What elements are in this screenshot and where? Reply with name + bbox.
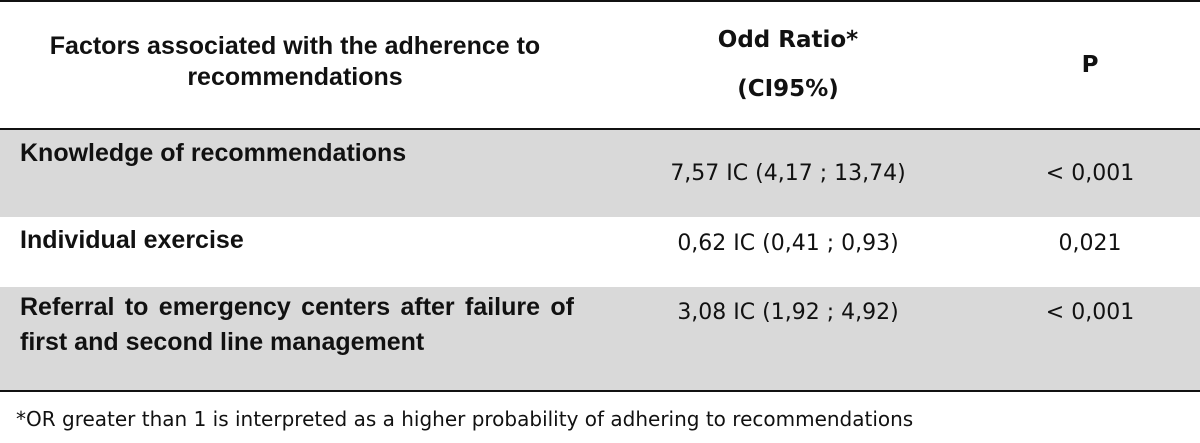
p-value-cell: 0,021: [1058, 231, 1122, 256]
odd-ratio-cell: 0,62 IC (0,41 ; 0,93): [677, 231, 899, 256]
header-row: Factors associated with the adherence to…: [0, 1, 1200, 129]
odd-ratio-cell: 3,08 IC (1,92 ; 4,92): [677, 300, 899, 325]
table-row: Individual exercise 0,62 IC (0,41 ; 0,93…: [0, 217, 1200, 287]
table-body: Knowledge of recommendations 7,57 IC (4,…: [0, 129, 1200, 391]
odd-ratio-cell: 7,57 IC (4,17 ; 13,74): [670, 161, 906, 186]
table-footnote: *OR greater than 1 is interpreted as a h…: [16, 407, 914, 431]
factor-cell: Referral to emergency centers after fail…: [20, 293, 574, 356]
header-odd-ratio: Odd Ratio* (CI95%): [596, 1, 980, 129]
table-row: Knowledge of recommendations 7,57 IC (4,…: [0, 129, 1200, 217]
header-ci-label: (CI95%): [737, 76, 839, 102]
header-odd-ratio-label: Odd Ratio*: [717, 27, 859, 53]
factor-cell: Knowledge of recommendations: [20, 139, 407, 167]
table-row: Referral to emergency centers after fail…: [0, 287, 1200, 391]
header-p: P: [1081, 52, 1099, 78]
adherence-factors-table: Factors associated with the adherence to…: [0, 1, 1200, 391]
factor-cell: Individual exercise: [20, 226, 244, 254]
table-header: Factors associated with the adherence to…: [0, 1, 1200, 129]
header-factor: Factors associated with the adherence to…: [49, 32, 541, 91]
p-value-cell: < 0,001: [1045, 161, 1135, 186]
p-value-cell: < 0,001: [1045, 300, 1135, 325]
